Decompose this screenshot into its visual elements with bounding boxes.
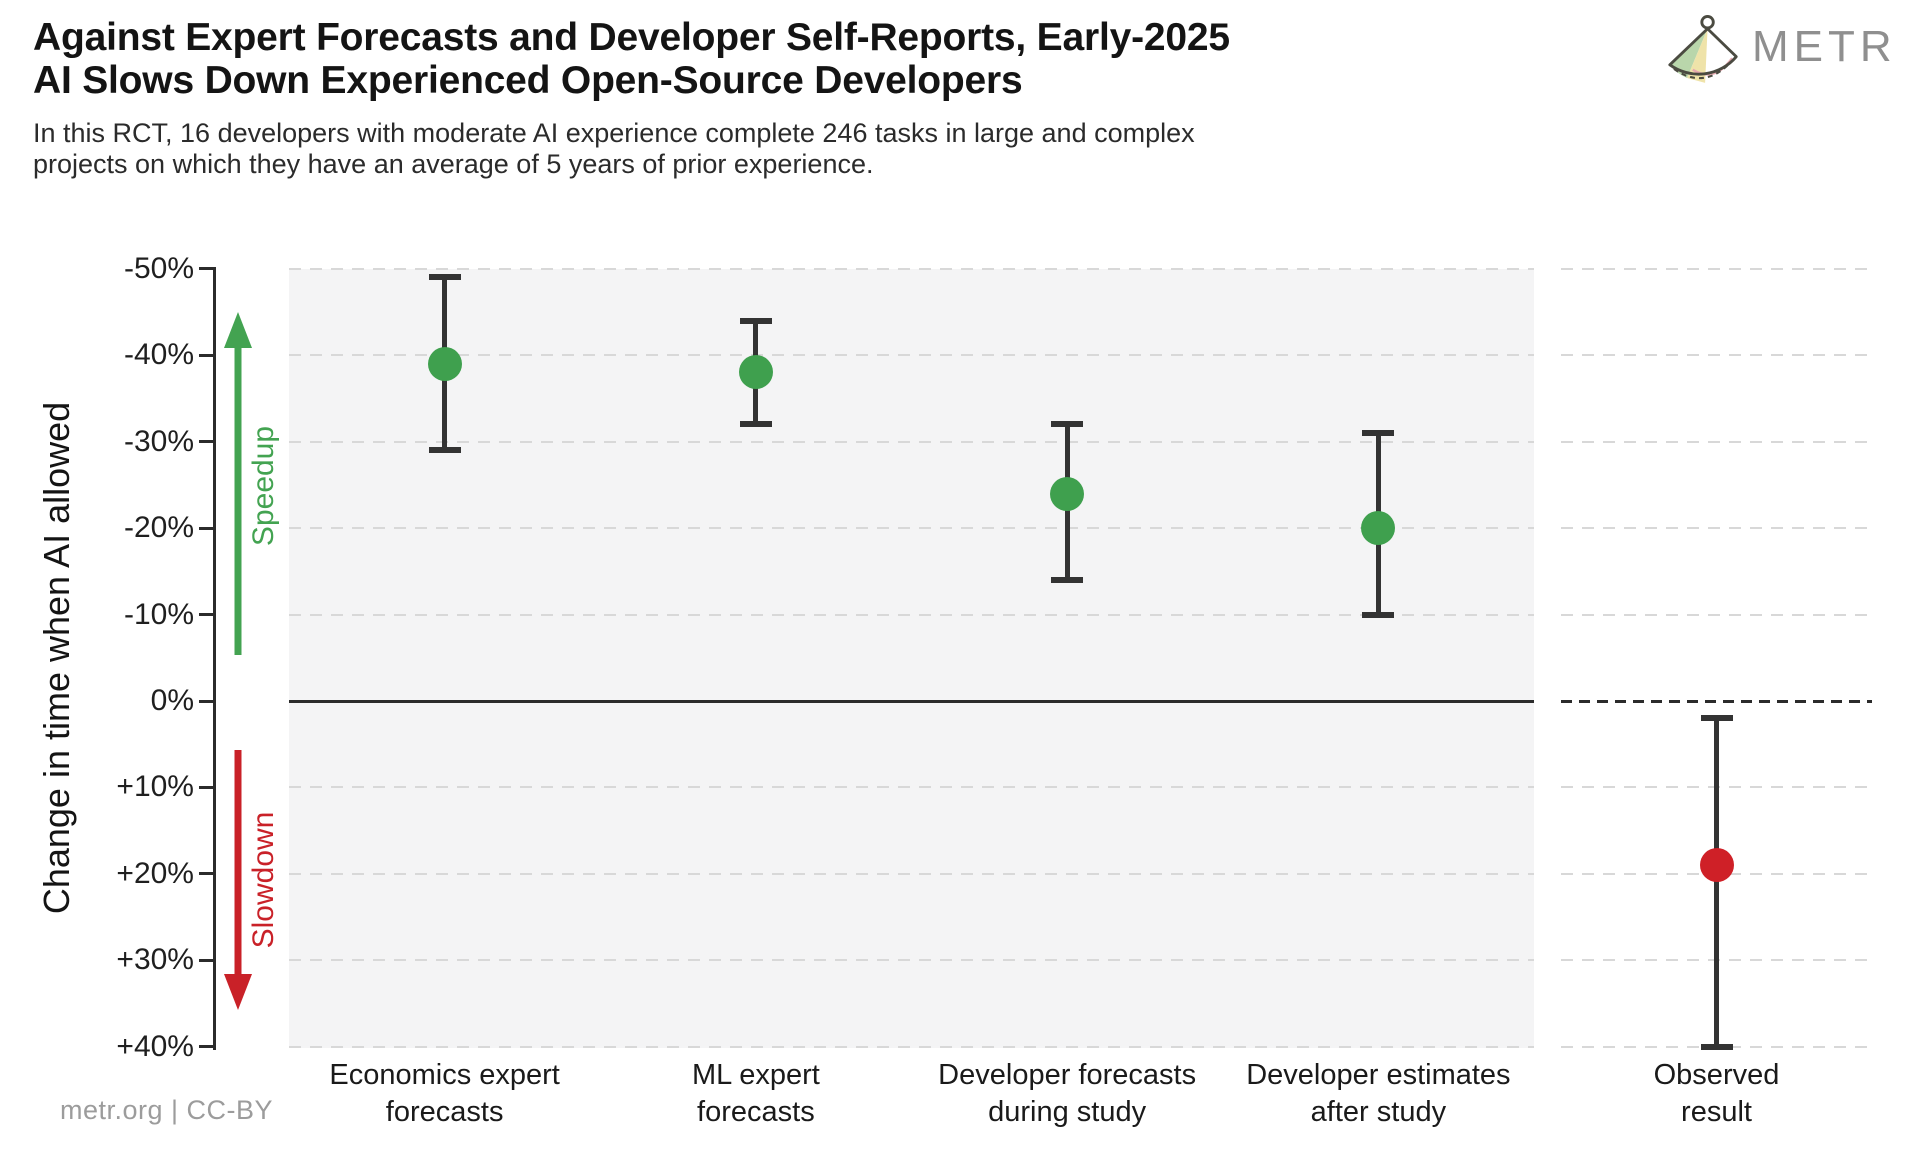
y-axis-tick — [199, 872, 214, 876]
slowdown-annotation: Slowdown — [247, 811, 280, 949]
speedup-annotation: Speedup — [247, 425, 280, 547]
metr-logo-text: METR — [1752, 22, 1897, 71]
y-tick-label: -10% — [123, 597, 194, 631]
attribution: metr.org | CC-BY — [60, 1095, 274, 1125]
gridline — [289, 267, 1534, 270]
y-tick-label: +10% — [116, 770, 194, 804]
gridline — [289, 786, 1534, 789]
category-label-line: Developer forecasts — [938, 1059, 1197, 1091]
y-axis-line — [213, 267, 216, 1050]
gridline — [1561, 527, 1872, 530]
y-tick-label: -40% — [123, 338, 194, 372]
y-tick-label: 0% — [150, 684, 194, 717]
category-label-line: ML expert — [691, 1059, 820, 1091]
data-point — [1361, 511, 1396, 546]
error-bar — [1714, 718, 1719, 1047]
gridline — [1561, 440, 1872, 443]
gridline — [289, 613, 1534, 616]
gridline — [289, 872, 1534, 875]
y-tick-label: -50% — [123, 251, 194, 285]
category-label-line: Economics expert — [329, 1059, 560, 1091]
error-bar-cap — [739, 317, 772, 324]
gridline — [289, 527, 1534, 530]
data-point — [427, 346, 462, 381]
category-label-line: Observed — [1653, 1059, 1780, 1091]
category-label-line: Developer estimates — [1246, 1059, 1511, 1091]
gridline — [289, 440, 1534, 443]
data-point — [738, 355, 773, 390]
y-axis-tick — [199, 958, 214, 962]
subtitle-line-1: In this RCT, 16 developers with moderate… — [33, 118, 1195, 148]
speedup-arrow-icon — [224, 312, 252, 655]
y-axis-tick — [199, 699, 214, 703]
error-bar-cap — [1362, 611, 1395, 618]
data-point — [1050, 476, 1085, 511]
error-bar-cap — [1700, 1043, 1733, 1050]
gridline — [1561, 267, 1872, 270]
gridline — [1561, 613, 1872, 616]
category-label-line: result — [1681, 1096, 1752, 1128]
y-axis-tick — [199, 613, 214, 617]
zero-line — [1561, 700, 1872, 703]
y-axis-tick — [199, 526, 214, 530]
y-axis-tick — [199, 267, 214, 271]
gridline — [289, 1045, 1534, 1048]
error-bar-cap — [428, 447, 461, 454]
y-axis-label: Change in time when AI allowed — [36, 401, 77, 915]
y-axis-tick — [199, 353, 214, 357]
error-bar-cap — [1051, 421, 1084, 428]
y-tick-label: +30% — [116, 943, 194, 977]
error-bar-cap — [1051, 576, 1084, 583]
y-axis-tick — [199, 1045, 214, 1049]
error-bar-cap — [739, 421, 772, 428]
page-title: Against Expert Forecasts and Developer S… — [33, 16, 1230, 102]
category-label: ML expert forecasts — [566, 1057, 946, 1131]
y-axis-tick — [199, 440, 214, 444]
y-axis-tick — [199, 785, 214, 789]
zero-line — [289, 700, 1534, 703]
error-bar-cap — [1700, 715, 1733, 722]
plot-area-forecasts — [289, 267, 1534, 1048]
gridline — [289, 959, 1534, 962]
error-bar-cap — [428, 274, 461, 281]
data-point — [1699, 848, 1734, 883]
metr-logo-icon — [1668, 15, 1738, 83]
error-bar-cap — [1362, 430, 1395, 436]
title-line-1: Against Expert Forecasts and Developer S… — [33, 16, 1230, 59]
y-tick-label: +20% — [116, 856, 194, 890]
slowdown-arrow-icon — [224, 750, 252, 1010]
subtitle-line-2: projects on which they have an average o… — [33, 149, 874, 179]
page-subtitle: In this RCT, 16 developers with moderate… — [33, 118, 1195, 180]
gridline — [289, 354, 1534, 357]
category-label: Developer forecasts during study — [877, 1057, 1257, 1131]
y-tick-label: +40% — [116, 1029, 194, 1063]
category-label-line: forecasts — [385, 1096, 504, 1128]
category-label: Developer estimates after study — [1188, 1057, 1568, 1131]
y-tick-label: -20% — [123, 511, 194, 545]
title-line-2: AI Slows Down Experienced Open-Source De… — [33, 59, 1023, 102]
category-label-line: after study — [1310, 1096, 1447, 1128]
y-tick-label: -30% — [123, 424, 194, 458]
gridline — [1561, 354, 1872, 357]
category-label: Economics expert forecasts — [255, 1057, 635, 1131]
category-label-line: forecasts — [697, 1096, 815, 1128]
category-label: Observed result — [1527, 1057, 1907, 1131]
category-label-line: during study — [988, 1096, 1147, 1128]
